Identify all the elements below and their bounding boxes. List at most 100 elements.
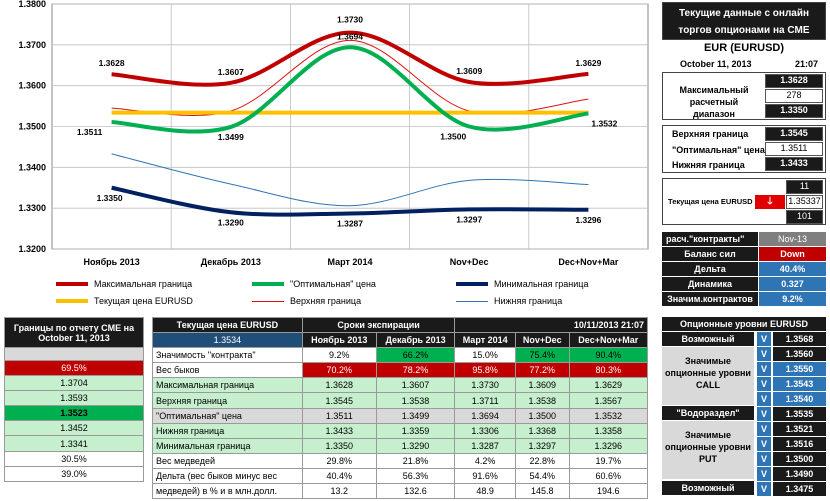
table-row: Нижняя граница 1.3433 1.3359 1.3306 1.3368 1.… bbox=[152, 422, 649, 439]
row-label: Минимальная граница bbox=[152, 437, 303, 454]
table-cell: 1.3306 bbox=[454, 422, 517, 439]
series-line bbox=[111, 45, 589, 134]
call-label-line2: опционные уровни bbox=[665, 368, 751, 378]
table-cell: 15.0% bbox=[454, 347, 517, 364]
dynamics-label: Динамика bbox=[662, 277, 758, 291]
table-cell: 1.3297 bbox=[515, 437, 570, 454]
column-header: Nov+Dec bbox=[515, 332, 570, 349]
table-cell: 1.3628 bbox=[301, 377, 377, 394]
delta-label: Дельта bbox=[662, 262, 758, 276]
table-cell: 9.2% bbox=[301, 347, 377, 364]
table-cell: 1.3629 bbox=[568, 377, 649, 394]
calc-label: расч."контракты" bbox=[662, 232, 758, 246]
table-cell: 90.4% bbox=[568, 347, 649, 364]
row-label: Значимость "контракта" bbox=[152, 347, 303, 364]
panel-title: Текущие данные с онлайн торгов опционами… bbox=[662, 2, 826, 40]
current-price-label: Текущая цена EURUSD bbox=[152, 316, 303, 334]
x-tick-label: Ноябрь 2013 bbox=[83, 257, 139, 267]
panel-title-line1: Текущие данные с онлайн bbox=[678, 8, 810, 19]
current-bottom: 101 bbox=[786, 210, 823, 224]
data-label: 1.3296 bbox=[575, 215, 601, 225]
level-marker: V bbox=[757, 422, 771, 436]
current-price-value: 1.3534 bbox=[152, 332, 303, 349]
table-cell: 4.2% bbox=[454, 452, 517, 469]
put-levels-label: Значимые опционные уровни PUT bbox=[662, 421, 754, 479]
panel-title-line2: торгов опционами на CME bbox=[678, 25, 810, 36]
cme-bounds-row: 39.0% bbox=[4, 465, 144, 482]
table-cell: 91.6% bbox=[454, 467, 517, 485]
pair: EUR (EURUSD) bbox=[703, 42, 785, 54]
table-cell: 1.3368 bbox=[515, 422, 570, 439]
table-cell: 1.3296 bbox=[568, 437, 649, 454]
range-label: Максимальный расчетный диапазон bbox=[668, 84, 760, 120]
range-box bbox=[662, 72, 826, 120]
table-cell: 1.3290 bbox=[375, 437, 456, 454]
row-label: Вес медведей bbox=[152, 452, 303, 469]
table-cell: 1.3359 bbox=[375, 422, 456, 439]
option-level: 1.3475 bbox=[773, 482, 826, 496]
cme-bounds-row: 1.3341 bbox=[4, 435, 144, 452]
data-label: 1.3694 bbox=[337, 31, 363, 41]
optimal-label: "Оптимальная" цена bbox=[672, 145, 765, 155]
legend-upper: Верхняя граница bbox=[252, 296, 361, 306]
table-cell: 80.3% bbox=[568, 362, 649, 379]
table-cell: 1.3711 bbox=[454, 392, 517, 409]
significance-label: Значим.контрактов bbox=[662, 292, 758, 306]
series-line bbox=[111, 185, 589, 217]
y-tick-label: 1.3700 bbox=[18, 40, 46, 50]
table-cell: 22.8% bbox=[515, 452, 570, 469]
table-cell: 1.3694 bbox=[454, 407, 517, 424]
option-level: 1.3535 bbox=[773, 407, 826, 421]
column-header: Декабрь 2013 bbox=[375, 332, 456, 349]
optimal-value: 1.3511 bbox=[765, 142, 823, 156]
levels-title: Опционные уровни EURUSD bbox=[662, 317, 826, 331]
cme-bounds-spacer bbox=[4, 347, 144, 361]
table-cell: 29.8% bbox=[301, 452, 377, 469]
x-tick-label: Март 2014 bbox=[328, 257, 373, 267]
call-label-line3: CALL bbox=[696, 380, 720, 390]
legend-optimal: "Оптимальная" цена bbox=[252, 279, 376, 289]
row-label: Вес быков bbox=[152, 362, 303, 379]
table-cell: 132.6 bbox=[375, 483, 456, 500]
option-level: 1.3521 bbox=[773, 422, 826, 436]
table-cell: 1.3538 bbox=[375, 392, 456, 409]
bounds-box bbox=[662, 125, 826, 173]
x-tick-label: Декабрь 2013 bbox=[201, 257, 261, 267]
cme-bounds-header: Границы по отчету CME на October 11, 201… bbox=[4, 317, 144, 348]
panel-date: October 11, 2013 bbox=[680, 59, 752, 69]
table-row: Значимость "контракта" 9.2% 66.2% 15.0% 75.4… bbox=[152, 347, 649, 364]
lower-label: Нижняя граница bbox=[672, 160, 745, 170]
cme-bounds-row: 1.3593 bbox=[4, 390, 144, 407]
x-tick-label: Dec+Nov+Mar bbox=[558, 257, 619, 267]
table-cell: 21.8% bbox=[375, 452, 456, 469]
data-label: 1.3730 bbox=[337, 15, 363, 25]
row-label: медведей) в % и в млн.долл. bbox=[152, 483, 303, 500]
table-cell: 145.8 bbox=[515, 483, 570, 500]
range-bottom: 1.3350 bbox=[765, 104, 823, 118]
current-value: 1.35337 bbox=[786, 195, 823, 209]
cme-bounds-row: 1.3523 bbox=[4, 405, 144, 422]
range-label-line1: Максимальный bbox=[679, 85, 749, 95]
data-label: 1.3297 bbox=[456, 214, 482, 224]
series-line bbox=[111, 30, 589, 87]
expiry-label: Сроки экспирации bbox=[301, 316, 456, 334]
row-label: Нижняя граница bbox=[152, 422, 303, 439]
current-box bbox=[662, 178, 826, 225]
expiry-table: Текущая цена EURUSD Сроки экспирации 10/… bbox=[152, 316, 649, 500]
range-label-line2: расчетный диапазон bbox=[689, 97, 739, 119]
data-label: 1.3350 bbox=[97, 193, 123, 203]
table-row: Дельта (вес быков минус вес 40.4% 56.3% 91.… bbox=[152, 467, 649, 485]
call-label-line1: Значимые bbox=[685, 356, 731, 366]
table-cell: 48.9 bbox=[454, 483, 517, 500]
table-row: Вес медведей 29.8% 21.8% 4.2% 22.8% 19.7% bbox=[152, 452, 649, 469]
call-levels-label: Значимые опционные уровни CALL bbox=[662, 347, 754, 405]
possible-bottom-label: Возможный bbox=[662, 481, 754, 495]
range-mid: 278 bbox=[765, 89, 823, 103]
table-cell: 77.2% bbox=[515, 362, 570, 379]
table-cell: 1.3500 bbox=[515, 407, 570, 424]
table-cell: 1.3567 bbox=[568, 392, 649, 409]
balance-label: Баланс сил bbox=[662, 247, 758, 261]
range-top: 1.3628 bbox=[765, 74, 823, 88]
data-label: 1.3629 bbox=[575, 58, 601, 68]
table-cell: 194.6 bbox=[568, 483, 649, 500]
